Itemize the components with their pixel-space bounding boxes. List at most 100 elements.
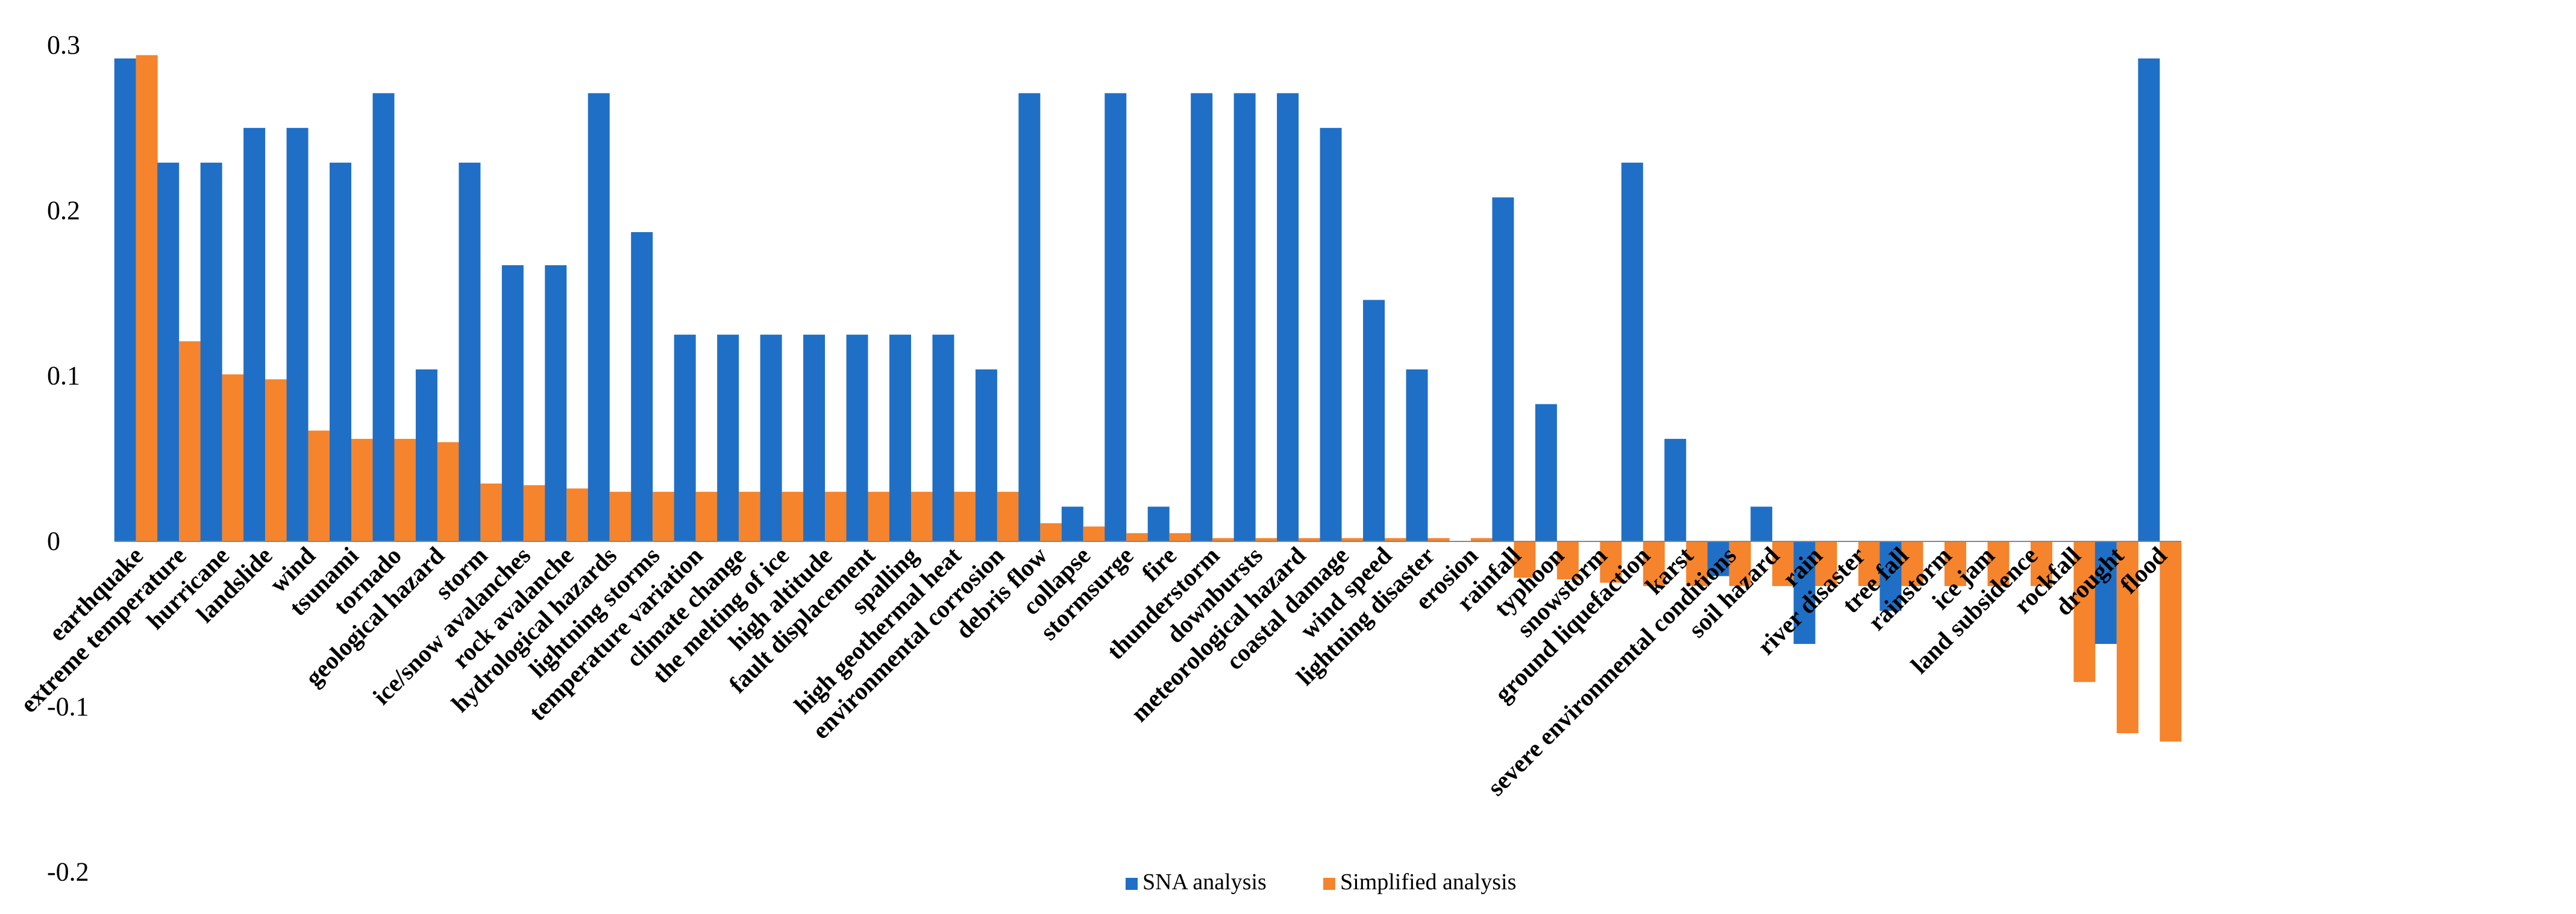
simplified-bar [1686, 541, 1708, 587]
sna-bar [1492, 197, 1514, 541]
simplified-bar [1299, 538, 1321, 541]
simplified-bar [782, 491, 804, 541]
sna-bar [1621, 162, 1643, 541]
simplified-bar [868, 491, 890, 541]
sna-bar [1363, 300, 1385, 541]
sna-bar [200, 162, 222, 541]
legend-swatch-sna [1126, 878, 1138, 890]
y-axis: -0.2 -0.1 0 0.1 0.2 0.3 [47, 30, 89, 887]
y-tick-label: 0 [47, 526, 60, 556]
simplified-bar [1643, 541, 1665, 587]
legend-label-simplified: Simplified analysis [1340, 869, 1516, 895]
sna-bar [372, 93, 395, 542]
simplified-bar [222, 374, 244, 541]
simplified-bar [997, 491, 1019, 541]
simplified-bar [308, 430, 330, 541]
simplified-bar [2160, 541, 2182, 742]
y-tick-label: -0.2 [47, 857, 89, 887]
sna-bar [1406, 369, 1428, 541]
simplified-bar [1514, 541, 1536, 578]
bars [114, 55, 2182, 742]
simplified-bar [653, 491, 675, 541]
simplified-bar [1126, 533, 1149, 541]
simplified-bar [566, 488, 589, 541]
simplified-bar [825, 491, 847, 541]
sna-bar [1233, 93, 1256, 542]
simplified-bar [1385, 538, 1407, 541]
sna-bar [1277, 93, 1299, 542]
sna-bar [674, 335, 696, 541]
simplified-bar [1040, 523, 1062, 541]
simplified-bar [2030, 541, 2052, 587]
simplified-bar [179, 341, 201, 541]
sna-bar [286, 128, 309, 541]
simplified-bar [265, 379, 287, 541]
sna-bar [501, 265, 524, 541]
sna-bar [1879, 541, 1902, 611]
simplified-bar [136, 55, 158, 541]
sna-bar [1320, 128, 1342, 541]
simplified-bar [1341, 538, 1364, 541]
simplified-bar [1083, 526, 1105, 541]
simplified-bar [351, 438, 374, 541]
legend-swatch-simplified [1323, 878, 1335, 890]
simplified-bar [394, 438, 416, 541]
simplified-bar [437, 442, 459, 541]
sna-bar [717, 335, 739, 541]
sna-bar [1061, 506, 1083, 541]
sna-bar [330, 162, 352, 541]
sna-bar [932, 335, 954, 541]
sna-bar [889, 335, 911, 541]
y-tick-label: 0.2 [47, 195, 80, 225]
simplified-bar [1858, 541, 1881, 587]
sna-bar [1750, 506, 1773, 541]
simplified-bar [1169, 533, 1191, 541]
simplified-bar [1255, 538, 1277, 541]
sna-bar [846, 335, 868, 541]
sna-bar [114, 58, 136, 542]
simplified-bar [2116, 541, 2139, 734]
simplified-bar [1556, 541, 1579, 580]
legend: SNA analysis Simplified analysis [1126, 869, 1516, 895]
sna-bar [803, 335, 826, 541]
simplified-bar [523, 485, 545, 541]
sna-bar [459, 162, 481, 541]
sna-bar [1707, 541, 1729, 576]
simplified-bar [1212, 538, 1235, 541]
simplified-bar [1772, 541, 1794, 587]
simplified-bar [480, 483, 503, 541]
sna-bar [1018, 93, 1041, 542]
simplified-bar [2073, 541, 2096, 682]
sna-bar [2138, 58, 2160, 542]
sna-bar [1535, 404, 1557, 541]
simplified-bar [1815, 541, 1837, 587]
simplified-bar [1944, 541, 1966, 587]
y-tick-label: -0.1 [47, 692, 89, 721]
sna-bar [415, 369, 437, 541]
sna-bar [1105, 93, 1127, 542]
simplified-bar [1901, 541, 1923, 587]
sna-bar [243, 128, 266, 541]
sna-bar [1147, 506, 1170, 541]
sna-bar [2095, 541, 2117, 645]
sna-bar [588, 93, 610, 542]
simplified-bar [609, 491, 631, 541]
simplified-bar [954, 491, 976, 541]
simplified-bar [739, 491, 761, 541]
y-tick-label: 0.3 [47, 30, 80, 60]
simplified-bar [1470, 538, 1493, 541]
sna-bar [760, 335, 782, 541]
sna-bar [1664, 438, 1687, 541]
sna-bar [1793, 541, 1816, 645]
simplified-bar [1987, 541, 2010, 587]
sna-bar [545, 265, 567, 541]
sna-bar [1191, 93, 1213, 542]
simplified-bar [1600, 541, 1622, 583]
simplified-bar [1427, 538, 1450, 541]
simplified-bar [695, 491, 718, 541]
simplified-bar [910, 491, 933, 541]
sna-bar [157, 162, 180, 541]
simplified-bar [1729, 541, 1751, 587]
